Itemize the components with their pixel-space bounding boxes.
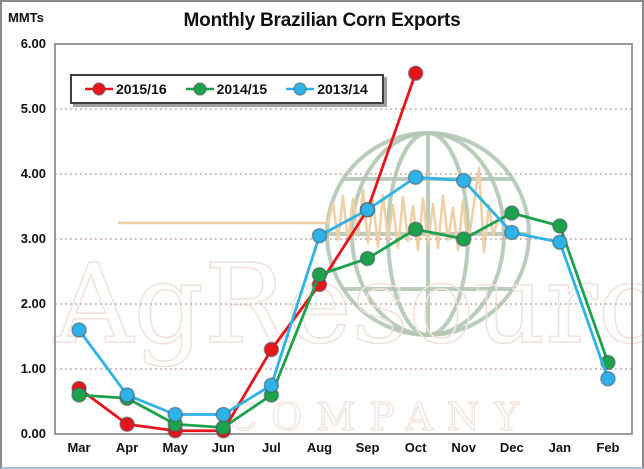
- y-axis-label-3.00: 3.00: [20, 231, 46, 246]
- legend-label: 2014/15: [216, 81, 268, 97]
- marker-2014-15-Nov: [455, 231, 472, 247]
- gridlines: [55, 108, 632, 370]
- marker-2013-14-Nov: [455, 172, 472, 189]
- legend-label: 2013/14: [317, 81, 368, 97]
- x-axis-label-Sep: Sep: [355, 440, 380, 455]
- x-axis-label-Oct: Oct: [404, 440, 427, 455]
- x-axis-label-Nov: Nov: [451, 440, 476, 455]
- marker-2013-14-Feb: [600, 370, 616, 387]
- series-line: [77, 175, 610, 416]
- y-axis-label-4.00: 4.00: [20, 166, 46, 181]
- x-axis-label-Jan: Jan: [548, 440, 572, 455]
- marker-2015-16-Oct: [407, 65, 424, 82]
- series-2013-14: [71, 169, 616, 423]
- marker-2013-14-Dec: [503, 224, 520, 241]
- y-axis-label-6.00: 6.00: [20, 36, 46, 51]
- marker-2013-14-Sep: [359, 201, 376, 218]
- x-axis-label-Mar: Mar: [67, 440, 91, 455]
- legend-item-2015-16: 2015/16: [84, 81, 167, 97]
- y-axis-label-2.00: 2.00: [20, 296, 46, 311]
- x-axis-label-Jun: Jun: [211, 440, 235, 455]
- agresource-watermark: AgResourceCOMPANY: [52, 131, 642, 440]
- x-axis-label-May: May: [162, 440, 188, 455]
- y-axis-unit-label: MMTs: [8, 10, 44, 25]
- x-axis-label-Apr: Apr: [115, 440, 139, 455]
- plot-border: [54, 43, 633, 435]
- y-axis-label-1.00: 1.00: [20, 361, 46, 376]
- series-2014-15: [71, 205, 616, 436]
- marker-2014-15-Dec: [503, 205, 520, 221]
- series-line: [78, 211, 610, 429]
- y-axis-label-0.00: 0.00: [20, 426, 46, 441]
- marker-2014-15-Mar: [71, 387, 87, 403]
- legend-marker-icon: [185, 82, 214, 96]
- x-axis-label-Feb: Feb: [596, 440, 620, 455]
- chart-legend: 2015/16 2014/15 2013/14: [70, 74, 384, 104]
- series-line: [78, 72, 417, 433]
- marker-2014-15-Aug: [311, 266, 328, 283]
- marker-2014-15-Jun: [215, 419, 232, 436]
- marker-2013-14-Apr: [119, 387, 135, 403]
- legend-marker-icon: [85, 82, 113, 96]
- x-axis-label-Jul: Jul: [261, 440, 281, 455]
- watermark-text-company: COMPANY: [228, 395, 533, 439]
- marker-2014-15-Sep: [359, 250, 376, 267]
- chart-title: Monthly Brazilian Corn Exports: [183, 10, 461, 31]
- marker-2015-16-Jul: [263, 341, 280, 358]
- y-axis-label-5.00: 5.00: [20, 101, 46, 116]
- marker-2013-14-Mar: [71, 322, 87, 338]
- legend-item-2013-14: 2013/14: [285, 81, 368, 97]
- marker-2013-14-Aug: [311, 227, 328, 244]
- x-axis-label-Aug: Aug: [306, 440, 333, 455]
- marker-2013-14-Jul: [263, 377, 280, 394]
- marker-2013-14-Jun: [215, 406, 232, 423]
- marker-2015-16-Apr: [119, 416, 135, 433]
- marker-2014-15-Jan: [552, 218, 568, 234]
- x-axis-label-Dec: Dec: [499, 440, 524, 455]
- marker-2014-15-Oct: [407, 221, 424, 238]
- marker-2013-14-Jan: [552, 234, 568, 251]
- marker-2013-14-May: [167, 406, 184, 423]
- legend-marker-icon: [286, 82, 315, 96]
- marker-2013-14-Oct: [407, 169, 424, 186]
- legend-item-2014-15: 2014/15: [185, 81, 268, 97]
- legend-label: 2015/16: [116, 81, 167, 97]
